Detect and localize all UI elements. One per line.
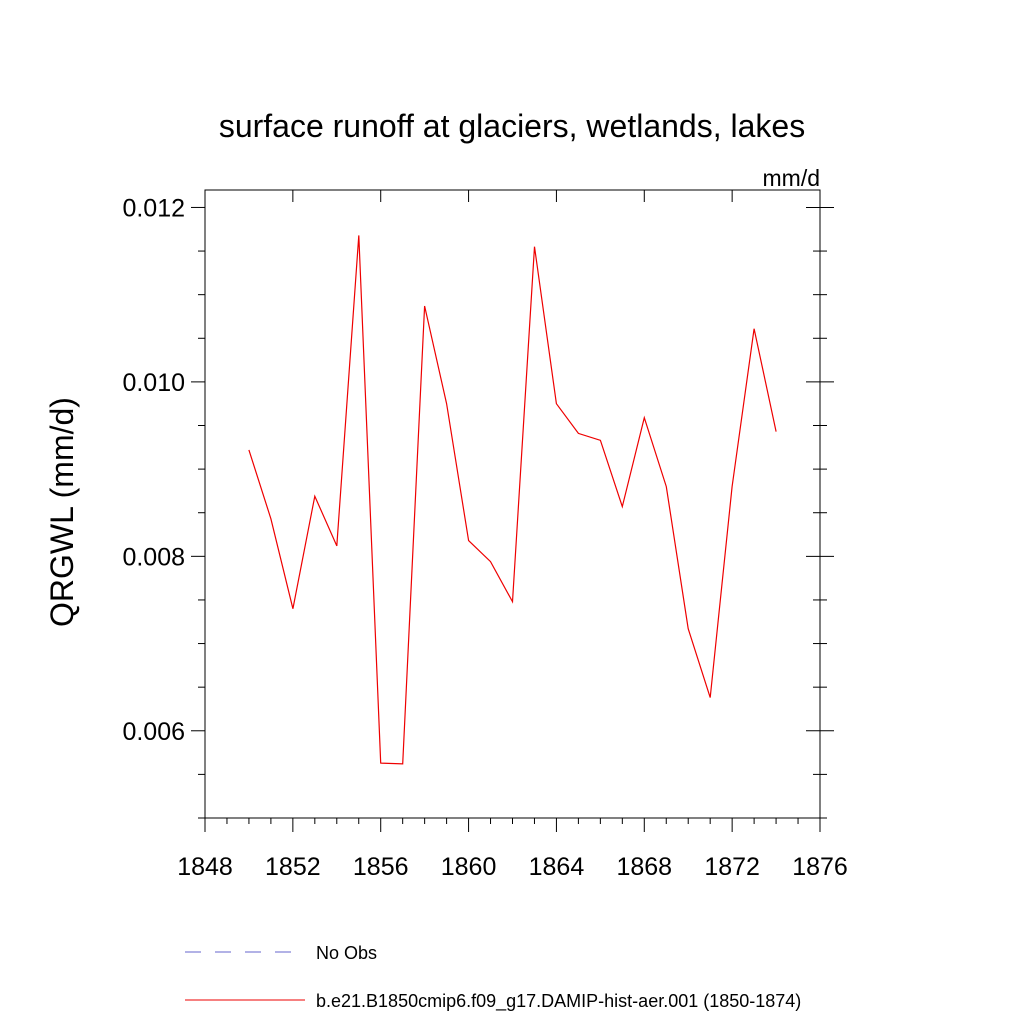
x-tick-label: 1868 — [616, 853, 672, 881]
units-label: mm/d — [763, 165, 821, 191]
y-tick-label: 0.012 — [122, 194, 185, 222]
x-tick-label: 1852 — [265, 853, 321, 881]
x-tick-label: 1872 — [704, 853, 760, 881]
y-tick-label: 0.006 — [122, 718, 185, 746]
legend-label: No Obs — [316, 943, 377, 963]
legend-label: b.e21.B1850cmip6.f09_g17.DAMIP-hist-aer.… — [316, 991, 801, 1012]
x-tick-label: 1876 — [792, 853, 848, 881]
y-axis-label: QRGWL (mm/d) — [44, 397, 80, 627]
x-tick-label: 1864 — [529, 853, 585, 881]
x-tick-label: 1856 — [353, 853, 409, 881]
legend: No Obs b.e21.B1850cmip6.f09_g17.DAMIP-his… — [185, 943, 801, 1012]
series-layer — [248, 235, 777, 765]
y-tick-label: 0.010 — [122, 369, 185, 397]
x-tick-label: 1860 — [441, 853, 497, 881]
series-line — [248, 235, 777, 765]
x-tick-label: 1848 — [177, 853, 233, 881]
axis-ticks — [191, 190, 834, 832]
y-tick-label: 0.008 — [122, 543, 185, 571]
chart-title: surface runoff at glaciers, wetlands, la… — [219, 108, 805, 144]
plot-frame — [204, 189, 821, 819]
axis-tick-labels: 1848 1852 1856 1860 1864 1868 1872 1876 0.006 0.0… — [122, 194, 847, 881]
